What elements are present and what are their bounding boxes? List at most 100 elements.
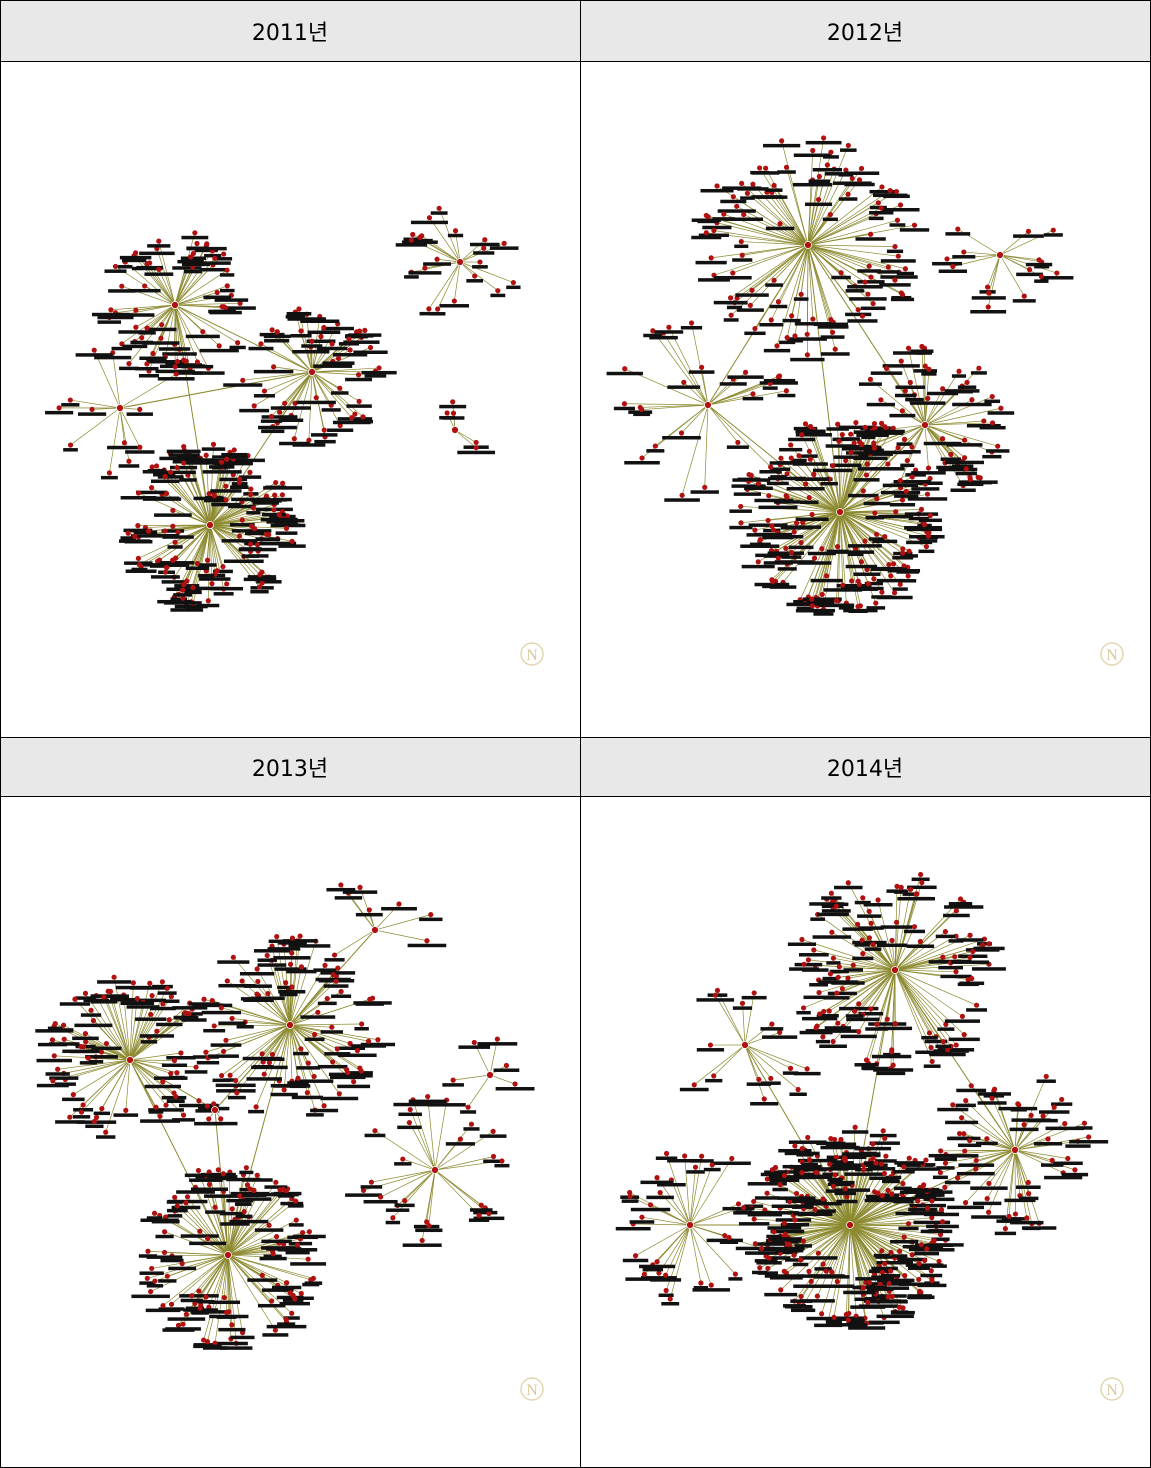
edge (454, 429, 477, 448)
node-label (200, 1172, 236, 1177)
node (1012, 1211, 1019, 1217)
node (967, 954, 973, 961)
edge (129, 983, 151, 1061)
node (707, 1042, 714, 1048)
node-label (866, 1282, 907, 1286)
node-label (270, 1092, 298, 1097)
edge (807, 244, 896, 247)
node-label (261, 415, 298, 419)
node-label (893, 1199, 914, 1204)
node-label (337, 1084, 371, 1089)
node-label (790, 1308, 816, 1313)
node (164, 1273, 170, 1279)
node (886, 1280, 892, 1287)
node-label (248, 1109, 265, 1114)
node-label (876, 1193, 900, 1197)
node-label (893, 1170, 915, 1174)
node (211, 1101, 217, 1107)
edge (924, 424, 992, 453)
node (170, 523, 176, 529)
node-label (410, 220, 448, 225)
node-label (868, 216, 884, 221)
edge (742, 1003, 746, 1046)
node (778, 455, 784, 461)
node (158, 335, 164, 341)
edge (174, 285, 228, 306)
node (892, 243, 898, 250)
node-label (854, 1297, 873, 1302)
node (843, 1311, 849, 1318)
node (473, 439, 479, 446)
node-label (493, 1068, 520, 1072)
node (998, 405, 1004, 411)
node-label (765, 283, 783, 287)
node (1062, 1121, 1068, 1127)
edge (227, 1254, 233, 1325)
node-label (729, 525, 753, 530)
node (272, 492, 278, 498)
edge (289, 974, 334, 1026)
node-label (853, 456, 888, 461)
node-label (385, 1220, 401, 1225)
node-label (120, 496, 157, 500)
node-label (871, 467, 905, 471)
node (963, 466, 969, 472)
node-label (784, 1258, 804, 1262)
node-label (841, 447, 882, 451)
edge (744, 1044, 799, 1090)
node-label (863, 1161, 883, 1165)
node-label (407, 943, 447, 948)
node-label (966, 423, 1001, 428)
node-label (307, 330, 341, 335)
node-label (810, 578, 843, 583)
node (985, 304, 991, 310)
node (346, 336, 352, 342)
node-label (892, 556, 914, 560)
node-label (179, 1103, 219, 1108)
node (681, 379, 687, 385)
edge (965, 1100, 1016, 1151)
node-label (906, 527, 943, 532)
node-label (117, 313, 155, 317)
node (276, 409, 283, 415)
node (88, 1007, 94, 1013)
node-label (167, 1317, 206, 1321)
node-label (906, 540, 933, 545)
network: N (35, 882, 544, 1401)
node-label (755, 1242, 785, 1246)
node (168, 993, 174, 1000)
node (871, 576, 877, 582)
node-label (261, 1239, 292, 1244)
edge (173, 524, 211, 578)
edge (773, 244, 809, 281)
node-label (286, 969, 317, 974)
node (663, 1150, 670, 1157)
node-label (825, 1320, 842, 1324)
node-label (229, 523, 255, 527)
edge (160, 304, 176, 339)
node (337, 385, 343, 391)
node (688, 320, 695, 326)
node (247, 469, 253, 475)
node (215, 1167, 221, 1173)
node-label (867, 1167, 896, 1171)
edge (459, 261, 514, 283)
node-label (273, 956, 311, 960)
edge (133, 255, 176, 306)
node (682, 1153, 688, 1159)
node-label (795, 429, 826, 434)
node-label (793, 1284, 830, 1288)
node-label (458, 1045, 491, 1049)
node (970, 948, 976, 955)
edge (146, 263, 176, 306)
edge (164, 1252, 229, 1256)
node-label (948, 1037, 980, 1042)
edge (293, 371, 313, 439)
node (422, 265, 428, 271)
node (902, 266, 908, 272)
node (981, 418, 987, 424)
node (872, 510, 878, 516)
node-label (184, 606, 202, 610)
node (889, 1293, 895, 1300)
node (873, 531, 880, 537)
